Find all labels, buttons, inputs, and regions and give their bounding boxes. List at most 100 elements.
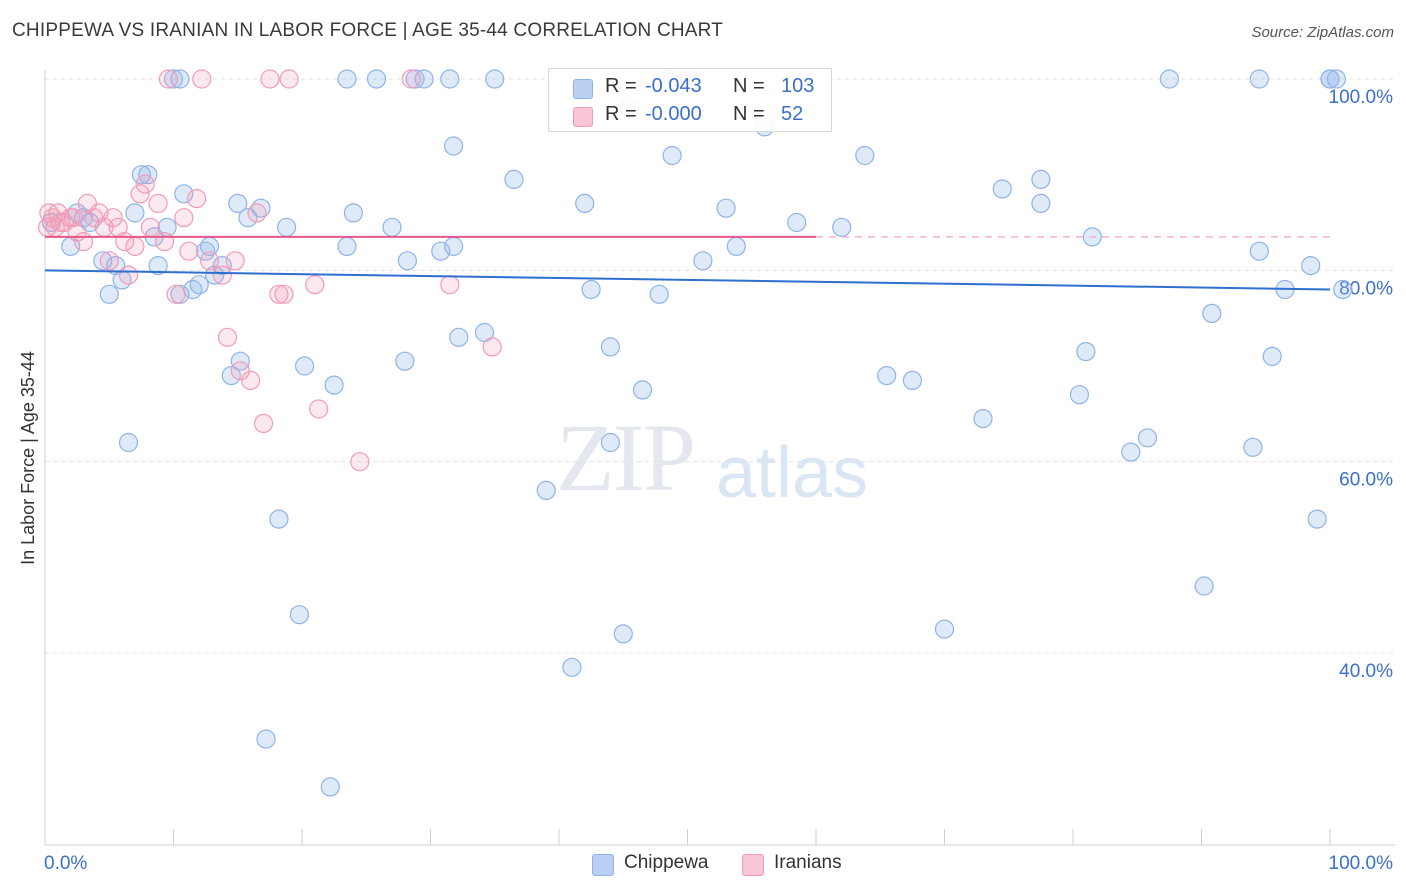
point-chippewa	[1202, 303, 1222, 323]
series-label-chippewa: Chippewa	[624, 852, 709, 873]
point-chippewa	[832, 217, 852, 237]
point-iranians	[99, 251, 119, 271]
point-chippewa	[170, 69, 190, 89]
point-iranians	[305, 275, 325, 295]
point-iranians	[63, 208, 83, 228]
legend-row-iranians: R = -0.000 N = 52	[549, 101, 831, 129]
point-chippewa	[562, 657, 582, 677]
point-chippewa	[337, 69, 357, 89]
x-tick-label: 100.0%	[1329, 853, 1394, 874]
point-iranians	[130, 184, 150, 204]
legend-r-value: -0.043	[645, 75, 702, 97]
point-chippewa	[1137, 428, 1158, 448]
point-iranians	[241, 370, 261, 390]
point-chippewa	[613, 624, 633, 644]
point-chippewa	[431, 241, 451, 261]
point-chippewa	[600, 337, 621, 357]
point-iranians	[154, 232, 175, 252]
point-iranians	[440, 275, 460, 295]
point-iranians	[217, 327, 238, 347]
legend-n-label: N =	[733, 75, 765, 97]
point-iranians	[73, 232, 94, 252]
point-chippewa	[189, 275, 209, 295]
point-iranians	[269, 284, 289, 304]
point-chippewa	[1076, 342, 1096, 362]
point-chippewa	[118, 432, 139, 453]
point-iranians	[179, 241, 199, 261]
point-chippewa	[256, 729, 276, 749]
point-iranians	[187, 189, 207, 209]
point-iranians	[309, 399, 329, 419]
point-iranians	[135, 174, 155, 194]
point-chippewa	[148, 256, 168, 276]
point-iranians	[274, 284, 294, 304]
legend-r-value: -0.000	[645, 103, 702, 125]
series-swatch-chippewa	[592, 854, 614, 876]
point-chippewa	[343, 203, 363, 223]
point-chippewa	[649, 284, 669, 304]
point-chippewa	[289, 605, 309, 625]
point-chippewa	[600, 432, 621, 453]
point-chippewa	[575, 193, 595, 213]
y-tick-label: 80.0%	[1339, 278, 1393, 299]
point-chippewa	[221, 366, 241, 386]
legend-r-label: R =	[605, 75, 637, 97]
point-chippewa	[444, 236, 464, 256]
point-chippewa	[295, 356, 315, 376]
point-chippewa	[716, 198, 736, 218]
point-chippewa	[324, 375, 344, 395]
point-chippewa	[449, 327, 469, 347]
y-tick-label: 40.0%	[1339, 661, 1393, 682]
point-chippewa	[902, 370, 923, 390]
point-iranians	[230, 361, 250, 381]
point-chippewa	[973, 409, 993, 429]
point-chippewa	[934, 619, 955, 639]
point-chippewa	[269, 509, 289, 529]
point-chippewa	[395, 351, 415, 371]
legend-n-value: 103	[781, 75, 815, 97]
y-axis-label: In Labor Force | Age 35-44	[18, 351, 38, 565]
point-chippewa	[174, 184, 194, 204]
point-chippewa	[238, 208, 258, 228]
point-chippewa	[320, 777, 340, 797]
point-iranians	[140, 217, 160, 237]
point-chippewa	[632, 380, 653, 400]
legend-swatch-chippewa	[573, 79, 593, 99]
point-chippewa	[125, 203, 145, 223]
point-chippewa	[536, 480, 556, 500]
watermark-zip: ZIP	[556, 404, 696, 511]
stats-legend: R = -0.043 N = 103 R = -0.000 N = 52	[548, 68, 832, 132]
point-iranians	[199, 251, 220, 271]
point-chippewa	[855, 145, 875, 166]
point-chippewa	[787, 212, 807, 233]
point-chippewa	[397, 251, 417, 271]
point-iranians	[158, 69, 178, 89]
point-iranians	[89, 203, 109, 223]
point-chippewa	[1194, 576, 1214, 596]
point-chippewa	[1121, 442, 1141, 462]
point-iranians	[482, 337, 502, 357]
point-chippewa	[1320, 69, 1340, 89]
legend-n-value: 52	[781, 103, 804, 125]
point-iranians	[247, 203, 267, 223]
legend-swatch-iranians	[573, 107, 593, 127]
legend-row-chippewa: R = -0.043 N = 103	[549, 73, 831, 101]
point-chippewa	[440, 69, 460, 89]
point-chippewa	[504, 169, 524, 189]
point-chippewa	[485, 69, 505, 89]
point-chippewa	[1262, 346, 1282, 366]
point-chippewa	[992, 179, 1012, 199]
point-iranians	[253, 413, 274, 433]
point-iranians	[212, 265, 232, 285]
point-iranians	[401, 69, 421, 89]
series-swatch-iranians	[742, 854, 764, 876]
point-iranians	[260, 69, 280, 89]
point-chippewa	[163, 69, 184, 89]
point-chippewa	[1301, 256, 1321, 276]
point-iranians	[148, 193, 168, 213]
point-chippewa	[1249, 241, 1269, 261]
legend-r-label: R =	[605, 103, 637, 125]
point-chippewa	[1333, 279, 1353, 300]
legend-n-label: N =	[733, 103, 765, 125]
